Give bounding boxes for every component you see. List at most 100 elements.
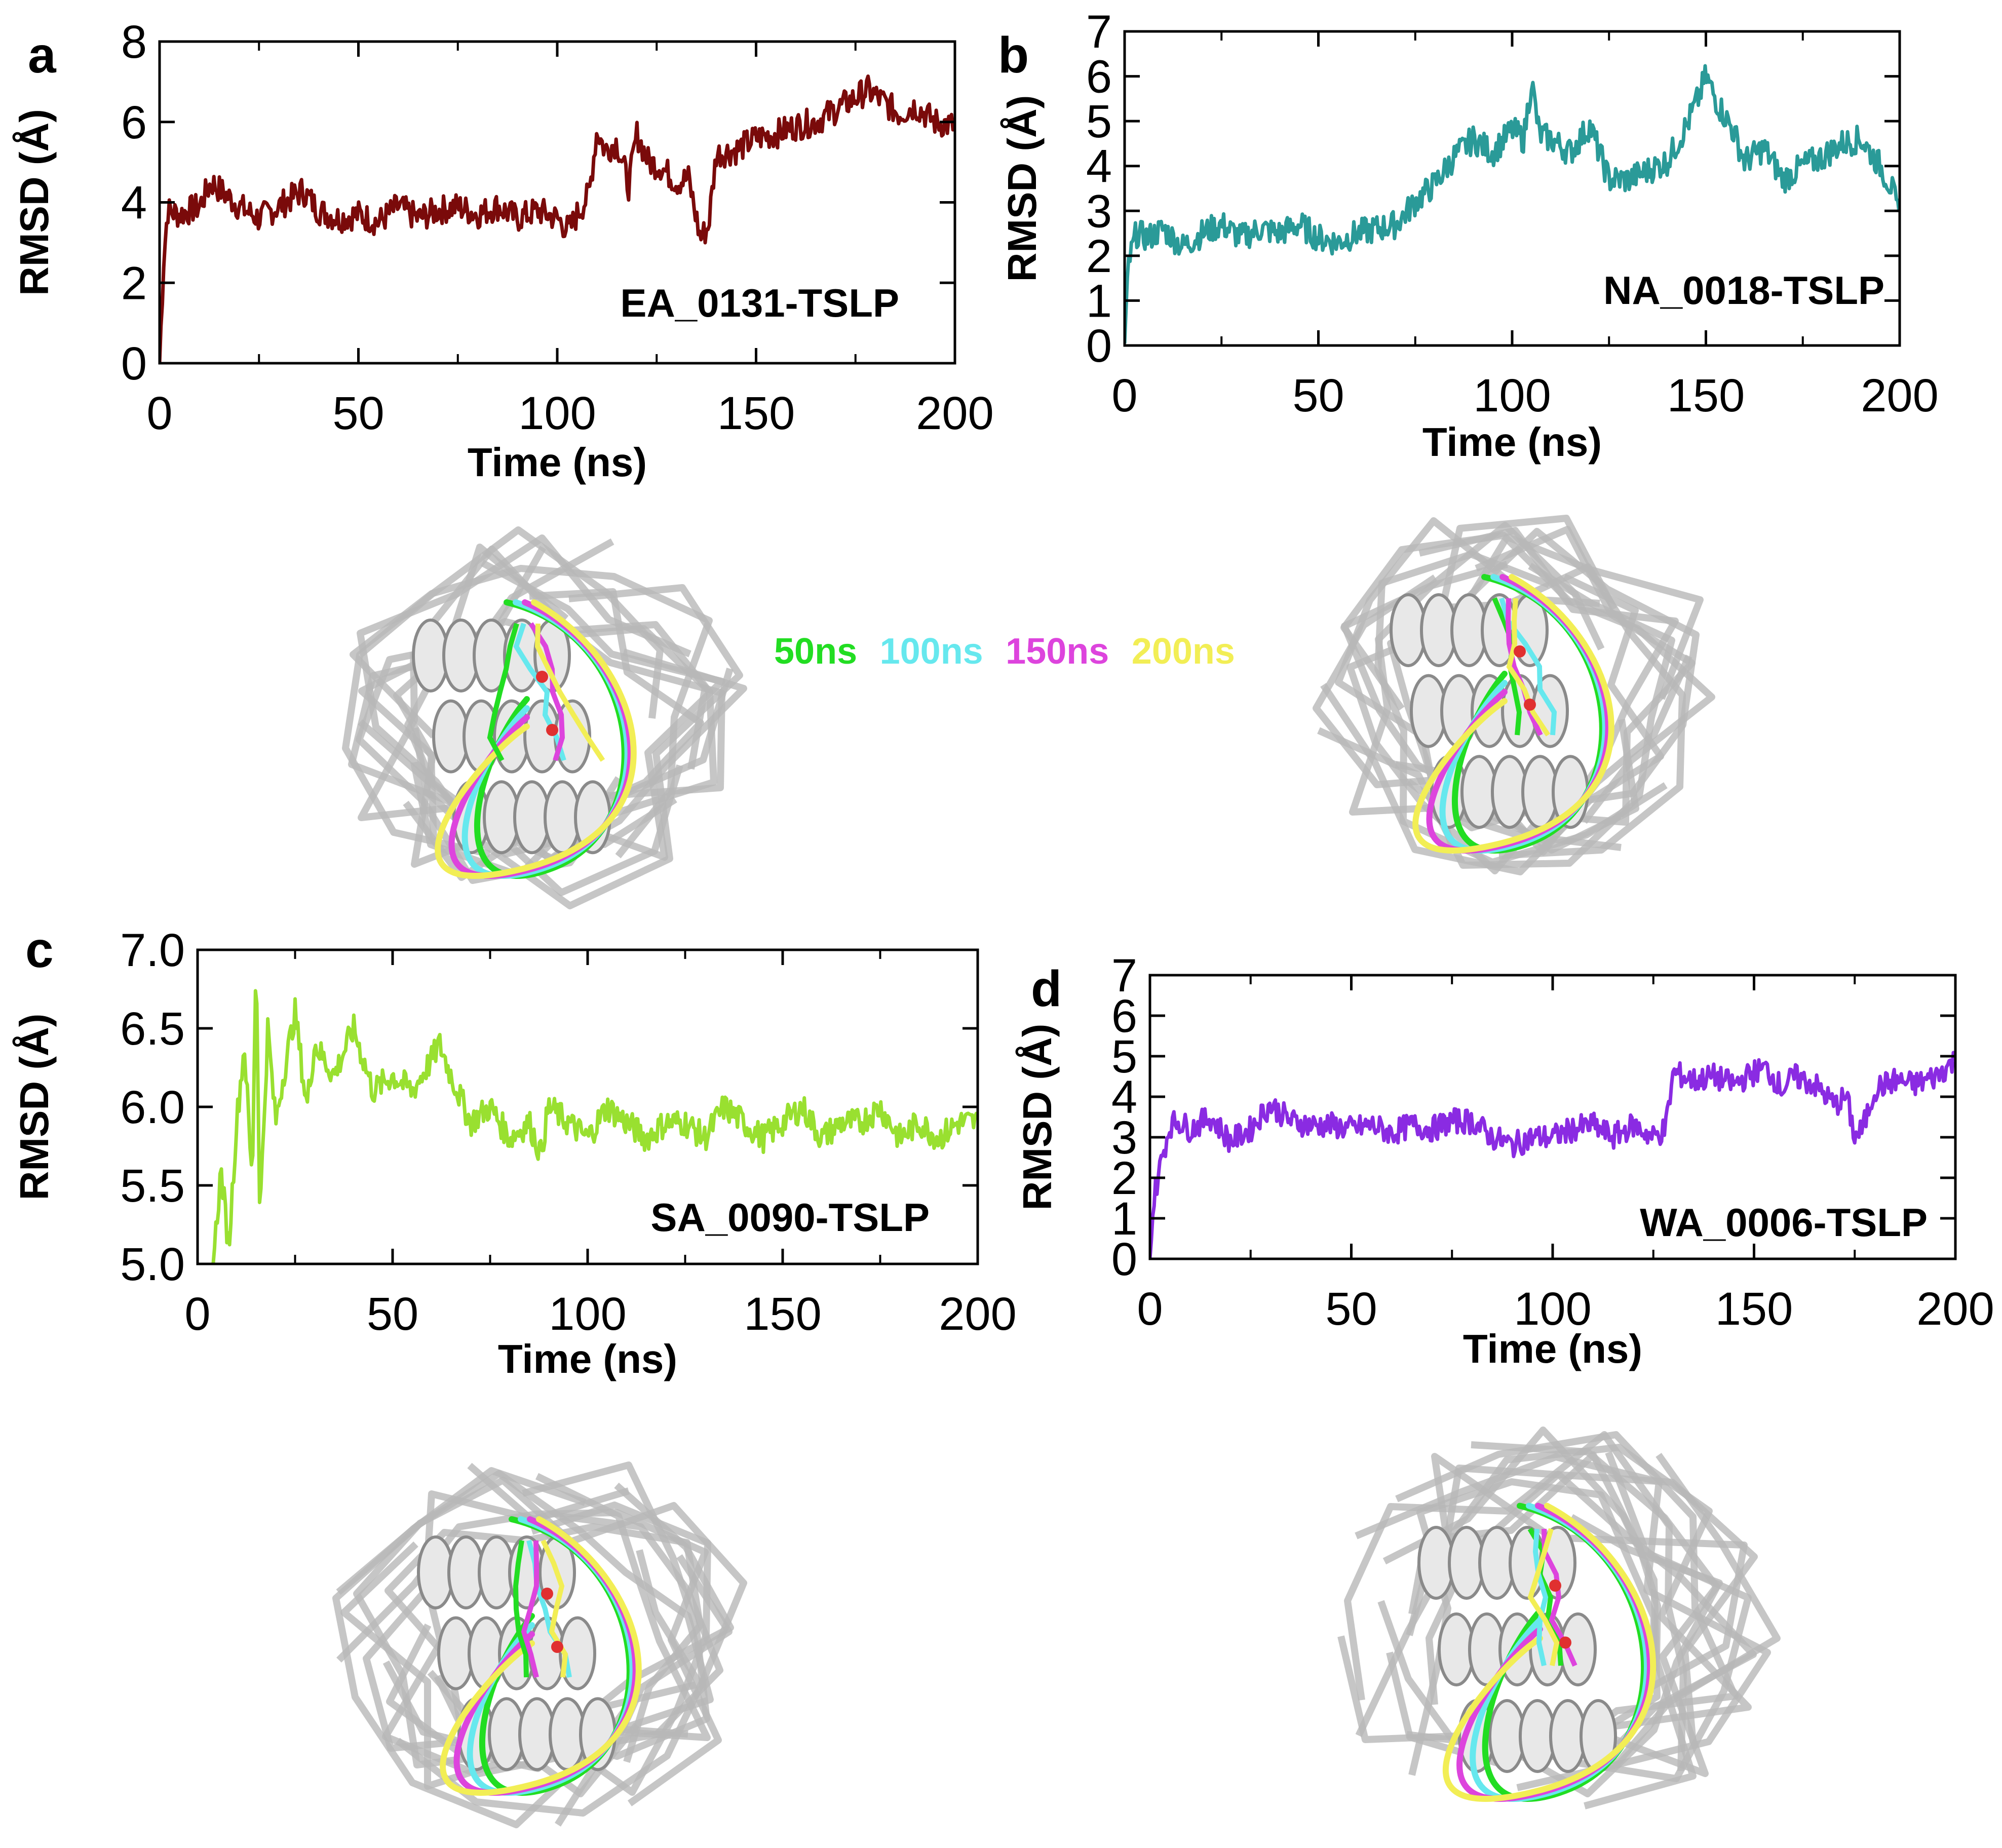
- x-axis-label-c: Time (ns): [498, 1336, 677, 1381]
- y-axis-label-d: RMSD (Å): [1015, 1024, 1060, 1211]
- protein-coil: [411, 584, 743, 909]
- series-line-b: [1125, 64, 1900, 343]
- legend: 50ns 100ns 150ns 200ns: [774, 631, 1235, 672]
- y-axis-label-c: RMSD (Å): [12, 1014, 57, 1201]
- legend-item-150ns: 150ns: [1006, 631, 1109, 672]
- y-tick-label-c: 6.5: [120, 1003, 185, 1055]
- x-axis-label-d: Time (ns): [1463, 1326, 1642, 1371]
- y-tick-label-b: 7: [1086, 6, 1112, 58]
- ligand-stick: [528, 622, 565, 761]
- snapshot-loop: [1442, 1503, 1657, 1802]
- y-tick-label-b: 0: [1086, 320, 1112, 372]
- ligand-stick: [487, 623, 519, 762]
- structure-sa-0090: [332, 1461, 747, 1828]
- y-tick-label-c: 5.5: [120, 1160, 185, 1212]
- legend-item-100ns: 100ns: [879, 631, 983, 672]
- legend-item-200ns: 200ns: [1131, 631, 1235, 672]
- structure-wa-0006: [1337, 1427, 1781, 1809]
- x-tick-label-a: 150: [717, 388, 795, 439]
- protein-coil: [336, 1470, 714, 1827]
- ligand-oxygen-atom: [546, 724, 558, 736]
- x-axis-label-b: Time (ns): [1422, 419, 1602, 465]
- y-tick-label-b: 1: [1086, 275, 1112, 327]
- series-title-b: NA_0018-TSLP: [1603, 268, 1884, 313]
- y-tick-label-b: 4: [1086, 141, 1112, 192]
- y-tick-label-d: 0: [1111, 1234, 1137, 1285]
- x-tick-label-c: 0: [184, 1288, 210, 1340]
- series-line-c: [211, 989, 978, 1264]
- panel-letter-a: a: [28, 27, 56, 84]
- series-line-d: [1150, 1051, 1955, 1259]
- x-tick-label-d: 200: [1916, 1283, 1994, 1335]
- x-tick-label-c: 150: [744, 1288, 822, 1340]
- x-tick-label-c: 100: [549, 1288, 627, 1340]
- y-tick-label-a: 4: [121, 177, 147, 229]
- y-tick-label-d: 3: [1111, 1112, 1137, 1164]
- ligand-stick: [1532, 1528, 1549, 1667]
- y-tick-label-a: 8: [121, 16, 147, 68]
- series-title-a: EA_0131-TSLP: [620, 281, 899, 325]
- y-tick-label-b: 5: [1086, 96, 1112, 147]
- ligand-oxygen-atom: [1549, 1580, 1561, 1592]
- x-tick-label-a: 0: [146, 388, 172, 439]
- y-tick-label-d: 2: [1111, 1152, 1137, 1204]
- x-tick-label-b: 100: [1473, 370, 1551, 421]
- ligand-oxygen-atom: [1514, 645, 1526, 658]
- x-tick-label-a: 50: [332, 388, 384, 439]
- x-tick-label-d: 0: [1137, 1283, 1163, 1335]
- series-title-d: WA_0006-TSLP: [1640, 1200, 1928, 1245]
- legend-item-50ns: 50ns: [774, 631, 858, 672]
- y-tick-label-a: 0: [121, 338, 147, 390]
- ligand-stick: [513, 623, 566, 761]
- ligand-oxygen-atom: [541, 1588, 553, 1600]
- structure-ea-0131: [342, 526, 747, 909]
- ligand-stick: [541, 1539, 568, 1678]
- x-tick-label-b: 50: [1292, 370, 1344, 421]
- protein-coil: [410, 588, 704, 879]
- protein-coil: [1374, 551, 1668, 866]
- y-tick-label-b: 2: [1086, 230, 1112, 282]
- chart-a: 0 50 100 150 200 0 2 4 6 8 EA_0131-TSLP Time (ns) RM…: [12, 16, 994, 485]
- ligand-oxygen-atom: [1559, 1636, 1571, 1649]
- x-tick-label-b: 200: [1861, 370, 1939, 421]
- protein-coil: [1406, 528, 1700, 831]
- series-title-c: SA_0090-TSLP: [650, 1195, 930, 1240]
- y-tick-label-d: 4: [1111, 1071, 1137, 1123]
- ligand-stick: [1527, 1528, 1560, 1666]
- x-tick-label-a: 100: [518, 388, 596, 439]
- chart-c: 0 50 100 150 200 5.0 5.5 6.0 6.5 7.0 SA_0090-TSLP T…: [12, 925, 1017, 1381]
- series-line-a: [160, 74, 955, 363]
- x-tick-label-d: 50: [1325, 1283, 1377, 1335]
- snapshot-loop: [1412, 574, 1614, 854]
- protein-coil: [384, 1523, 704, 1763]
- ligand-stick: [513, 1540, 529, 1678]
- y-tick-label-d: 7: [1111, 950, 1137, 1002]
- x-tick-label-d: 150: [1715, 1283, 1793, 1335]
- structure-na-0018: [1313, 515, 1715, 875]
- x-tick-label-b: 150: [1667, 370, 1745, 421]
- panel-letter-d: d: [1031, 960, 1062, 1017]
- panel-letter-b: b: [998, 27, 1029, 84]
- protein-coil: [393, 618, 709, 841]
- ligand-stick: [1505, 598, 1543, 737]
- y-tick-label-d: 5: [1111, 1031, 1137, 1083]
- protein-coil: [403, 559, 725, 881]
- protein-coil: [356, 638, 734, 884]
- ligand-oxygen-atom: [536, 671, 548, 683]
- x-axis-label-a: Time (ns): [468, 440, 647, 485]
- panel-letter-c: c: [25, 921, 54, 978]
- ligand-stick: [1506, 598, 1551, 737]
- x-tick-label-a: 200: [916, 388, 994, 439]
- x-tick-label-c: 50: [367, 1288, 418, 1340]
- y-tick-label-a: 2: [121, 257, 147, 309]
- snapshot-loop: [435, 599, 637, 879]
- y-tick-label-d: 6: [1111, 990, 1137, 1042]
- x-tick-label-c: 200: [939, 1288, 1017, 1340]
- y-axis-label-b: RMSD (Å): [999, 95, 1045, 282]
- y-tick-label-d: 1: [1111, 1193, 1137, 1245]
- protein-coil: [1355, 1465, 1758, 1743]
